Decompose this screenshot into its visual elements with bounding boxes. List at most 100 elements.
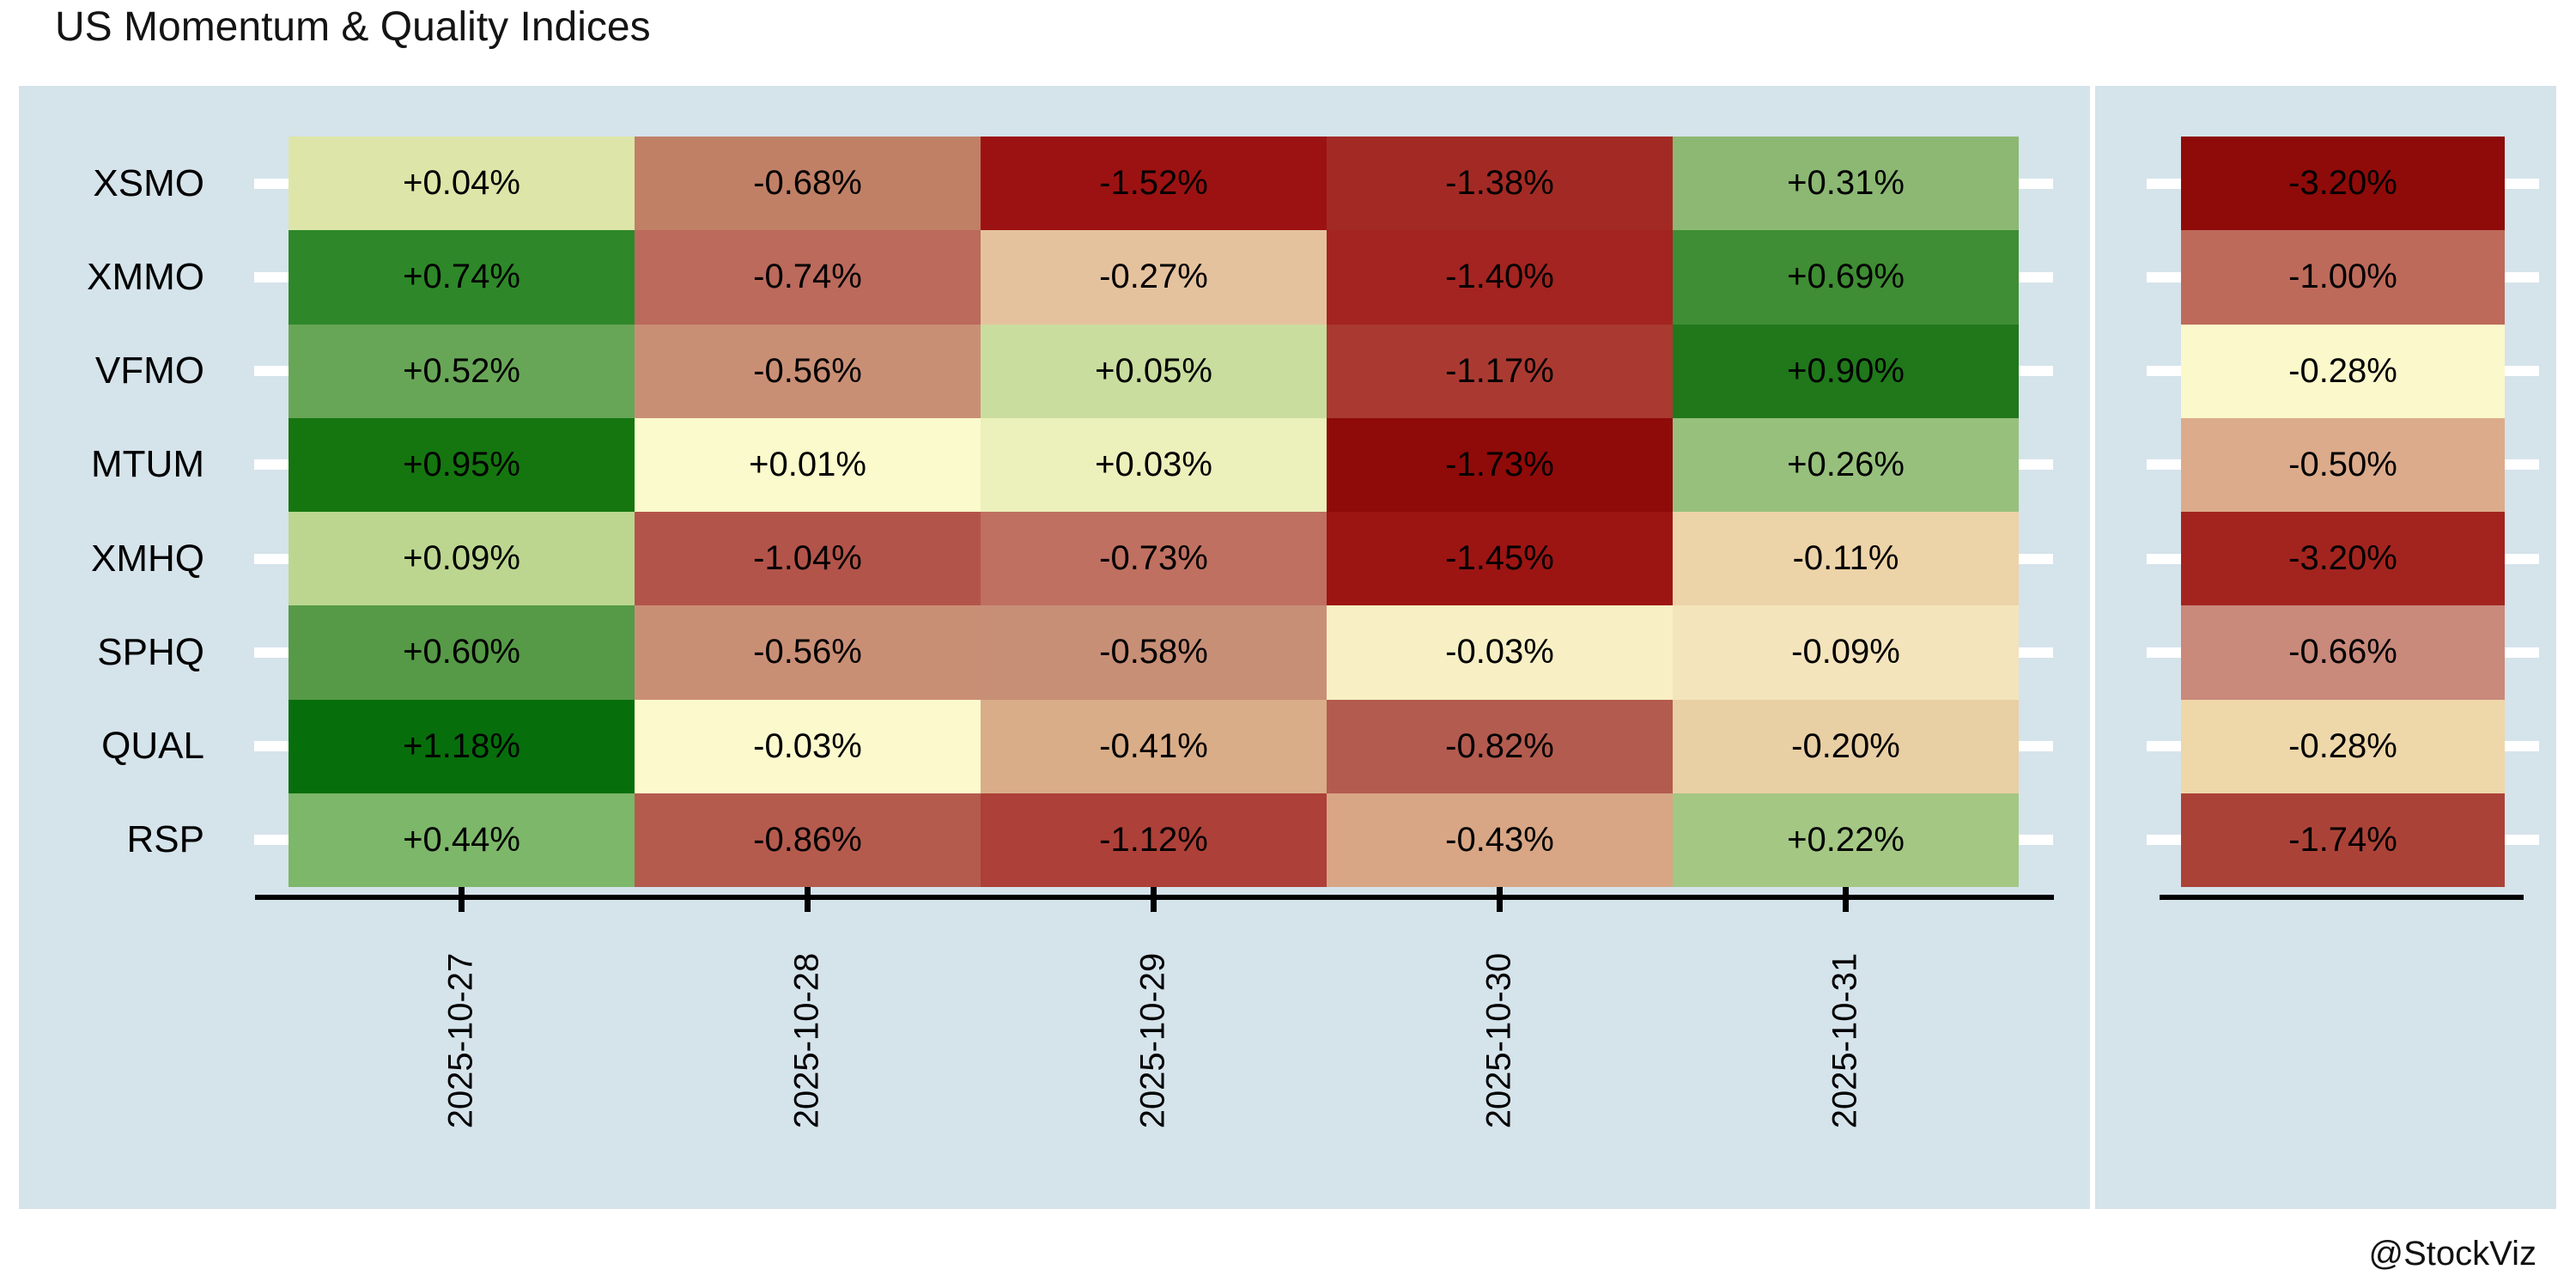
y-tick-mark — [2147, 271, 2181, 283]
heatmap-cell: -0.82% — [1327, 699, 1673, 793]
summary-heatmap-cell: -3.20% — [2181, 137, 2505, 231]
daily-heatmap: +0.04% -0.68% -1.52% -1.38% +0.31% +0.74% -0.7… — [289, 137, 2019, 887]
summary-heatmap-cell: -1.00% — [2181, 230, 2505, 325]
row-label-xmmo: XMMO — [87, 255, 204, 298]
y-tick-mark — [2505, 366, 2539, 377]
summary-x-axis-line — [2160, 895, 2524, 900]
y-tick-mark — [2147, 741, 2181, 752]
heatmap-cell: -1.73% — [1327, 417, 1673, 512]
y-tick-mark — [2505, 178, 2539, 189]
heatmap-cell: -0.03% — [1327, 605, 1673, 700]
heatmap-cell: -1.04% — [635, 512, 981, 606]
y-tick-mark — [2147, 835, 2181, 846]
row-label-rsp: RSP — [126, 818, 204, 861]
summary-heatmap-cell: -0.28% — [2181, 324, 2505, 418]
y-tick-mark — [2019, 553, 2053, 564]
row-label-vfmo: VFMO — [94, 349, 204, 392]
summary-heatmap-cell: -3.20% — [2181, 512, 2505, 606]
daily-x-axis-line — [255, 895, 2054, 900]
y-tick-mark — [2505, 271, 2539, 283]
heatmap-cell: -0.73% — [981, 512, 1327, 606]
summary-heatmap-cell: -1.74% — [2181, 793, 2505, 887]
heatmap-cell: -0.58% — [981, 605, 1327, 700]
attribution-text: @StockViz — [2368, 1235, 2537, 1273]
y-tick-mark — [254, 647, 289, 658]
summary-heatmap-cell: -0.66% — [2181, 605, 2505, 700]
x-axis-date-label: 2025-10-29 — [1133, 952, 1172, 1129]
y-tick-mark — [2505, 553, 2539, 564]
heatmap-cell: -1.12% — [981, 793, 1327, 887]
y-axis-ticker-labels: XSMO XMMO VFMO MTUM XMHQ SPHQ QUAL RSP — [0, 137, 204, 887]
heatmap-cell: -0.41% — [981, 699, 1327, 793]
y-tick-mark — [2505, 741, 2539, 752]
heatmap-cell: +0.22% — [1673, 793, 2019, 887]
y-tick-mark — [254, 835, 289, 846]
heatmap-cell: -0.56% — [635, 605, 981, 700]
heatmap-cell: +0.26% — [1673, 417, 2019, 512]
heatmap-cell: +1.18% — [289, 699, 635, 793]
y-tick-mark — [254, 741, 289, 752]
y-tick-mark — [2019, 647, 2053, 658]
heatmap-cell: -0.68% — [635, 137, 981, 231]
heatmap-cell: +0.03% — [981, 417, 1327, 512]
row-label-xsmo: XSMO — [93, 161, 204, 204]
heatmap-cell: +0.04% — [289, 137, 635, 231]
heatmap-cell: +0.69% — [1673, 230, 2019, 325]
summary-heatmap: -3.20% -1.00% -0.28% -0.50% -3.20% -0.66% -0.2… — [2181, 137, 2505, 887]
heatmap-cell: -1.45% — [1327, 512, 1673, 606]
heatmap-cell: +0.44% — [289, 793, 635, 887]
y-tick-mark — [254, 459, 289, 471]
row-label-xmhq: XMHQ — [91, 537, 204, 580]
y-tick-mark — [2147, 553, 2181, 564]
heatmap-cell: +0.31% — [1673, 137, 2019, 231]
heatmap-cell: -0.56% — [635, 324, 981, 418]
heatmap-cell: +0.09% — [289, 512, 635, 606]
y-tick-mark — [2147, 366, 2181, 377]
heatmap-cell: -0.43% — [1327, 793, 1673, 887]
y-tick-mark — [2019, 178, 2053, 189]
y-tick-mark — [2147, 459, 2181, 471]
heatmap-cell: -0.86% — [635, 793, 981, 887]
summary-heatmap-cell: -0.50% — [2181, 417, 2505, 512]
y-tick-mark — [2147, 178, 2181, 189]
y-tick-mark — [2147, 647, 2181, 658]
y-tick-mark — [2505, 647, 2539, 658]
x-axis-date-label: 2025-10-30 — [1479, 952, 1518, 1129]
heatmap-cell: +0.60% — [289, 605, 635, 700]
row-label-qual: QUAL — [101, 725, 204, 768]
x-axis-date-label: 2025-10-31 — [1826, 952, 1864, 1129]
heatmap-cell: -0.09% — [1673, 605, 2019, 700]
heatmap-cell: -0.11% — [1673, 512, 2019, 606]
y-tick-mark — [2019, 459, 2053, 471]
y-tick-mark — [254, 178, 289, 189]
heatmap-cell: +0.95% — [289, 417, 635, 512]
y-tick-mark — [2019, 366, 2053, 377]
heatmap-cell: -0.03% — [635, 699, 981, 793]
y-tick-mark — [2019, 835, 2053, 846]
heatmap-cell: +0.01% — [635, 417, 981, 512]
y-tick-mark — [254, 271, 289, 283]
y-tick-mark — [2505, 835, 2539, 846]
row-label-sphq: SPHQ — [97, 630, 204, 673]
row-label-mtum: MTUM — [91, 443, 204, 486]
heatmap-cell: -1.17% — [1327, 324, 1673, 418]
heatmap-cell: +0.74% — [289, 230, 635, 325]
y-tick-mark — [254, 553, 289, 564]
heatmap-cell: -0.27% — [981, 230, 1327, 325]
page-title: US Momentum & Quality Indices — [55, 4, 651, 50]
heatmap-cell: -1.40% — [1327, 230, 1673, 325]
x-axis-date-label: 2025-10-28 — [787, 952, 826, 1129]
y-tick-mark — [2019, 741, 2053, 752]
x-axis-date-label: 2025-10-27 — [441, 952, 480, 1129]
y-tick-mark — [2019, 271, 2053, 283]
heatmap-cell: -1.52% — [981, 137, 1327, 231]
summary-heatmap-cell: -0.28% — [2181, 699, 2505, 793]
y-tick-mark — [2505, 459, 2539, 471]
heatmap-cell: +0.90% — [1673, 324, 2019, 418]
heatmap-cell: +0.52% — [289, 324, 635, 418]
y-tick-mark — [254, 366, 289, 377]
heatmap-cell: -0.74% — [635, 230, 981, 325]
heatmap-cell: -0.20% — [1673, 699, 2019, 793]
heatmap-cell: +0.05% — [981, 324, 1327, 418]
